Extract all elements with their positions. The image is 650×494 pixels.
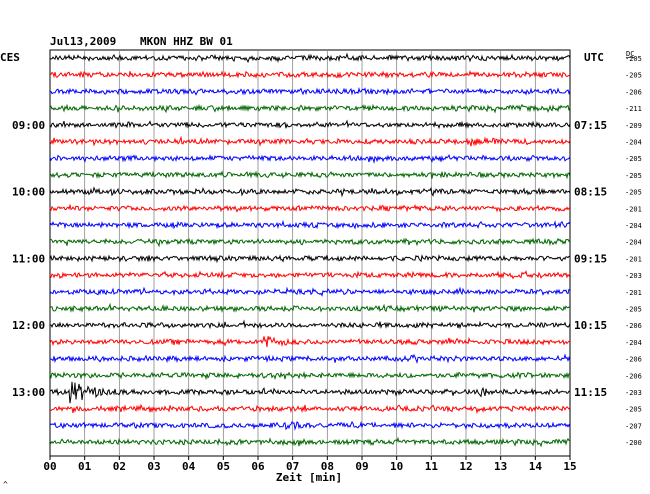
dc-offset-value: -205 xyxy=(625,406,642,414)
seismic-trace xyxy=(49,403,571,415)
seismic-trace xyxy=(49,436,571,448)
seismic-trace xyxy=(49,420,571,431)
dc-offset-value: -201 xyxy=(625,289,642,297)
dc-offset-header: DC xyxy=(626,50,634,58)
seismic-trace xyxy=(49,219,571,230)
seismic-trace xyxy=(49,335,571,348)
seismic-trace xyxy=(49,186,571,198)
dc-offset-value: -206 xyxy=(625,322,642,330)
seismic-trace xyxy=(49,86,571,96)
minute-grid xyxy=(84,50,536,456)
left-time-label: 09:00 xyxy=(12,119,45,132)
right-time-label: 10:15 xyxy=(574,319,607,332)
seismic-trace xyxy=(49,135,571,147)
left-time-labels: 09:00 10:00 11:00 12:00 13:00 xyxy=(12,119,45,399)
dc-offset-value: -209 xyxy=(625,122,642,130)
seismic-trace xyxy=(49,119,571,130)
seismic-trace xyxy=(49,319,571,330)
dc-offset-value: -204 xyxy=(625,139,642,147)
right-time-labels: 07:15 08:15 09:15 10:15 11:15 xyxy=(574,119,607,399)
x-tick-label: 02 xyxy=(113,460,126,473)
right-timezone-label: UTC xyxy=(584,51,604,64)
x-tick-label: 01 xyxy=(78,460,92,473)
seismic-trace xyxy=(49,70,571,79)
x-tick-label: 06 xyxy=(251,460,265,473)
x-tick-label: 04 xyxy=(182,460,196,473)
corner-mark: ^ xyxy=(3,480,8,489)
seismic-trace xyxy=(49,203,571,213)
left-time-label: 11:00 xyxy=(12,252,45,265)
left-time-label: 12:00 xyxy=(12,319,45,332)
dc-offset-value: -205 xyxy=(625,155,642,163)
x-tick-label: 08 xyxy=(321,460,334,473)
dc-offset-value: -203 xyxy=(625,389,642,397)
dc-offset-value: -205 xyxy=(625,306,642,314)
seismic-trace xyxy=(49,170,571,180)
dc-offset-value: -204 xyxy=(625,339,642,347)
seismic-trace xyxy=(49,302,571,313)
seismic-trace xyxy=(49,371,571,381)
x-tick-label: 10 xyxy=(390,460,403,473)
dc-offset-value: -205 xyxy=(625,172,642,180)
seismic-trace xyxy=(49,254,571,264)
right-time-label: 08:15 xyxy=(574,186,607,199)
dc-offset-value: -211 xyxy=(625,105,642,113)
dc-offset-value: -203 xyxy=(625,272,642,280)
seismic-trace xyxy=(49,52,571,64)
seismic-trace xyxy=(49,353,571,365)
x-tick-label: 00 xyxy=(43,460,56,473)
dc-offset-value: -206 xyxy=(625,372,642,380)
dc-offset-value: -205 xyxy=(625,55,642,63)
x-tick-label: 12 xyxy=(459,460,472,473)
x-axis-label: Zeit [min] xyxy=(276,471,342,484)
dc-offset-value: -205 xyxy=(625,72,642,80)
x-tick-label: 14 xyxy=(529,460,543,473)
x-tick-label: 05 xyxy=(217,460,230,473)
dc-offset-labels: -205 -205 -206 -211 -209 -204 -205 -205 -205 -201… xyxy=(625,55,642,447)
dc-offset-value: -206 xyxy=(625,356,642,364)
dc-offset-value: -204 xyxy=(625,222,642,230)
dc-offset-value: -206 xyxy=(625,88,642,96)
dc-offset-value: -200 xyxy=(625,439,642,447)
seismic-trace xyxy=(49,153,571,164)
x-tick-label: 11 xyxy=(425,460,439,473)
seismic-trace xyxy=(49,237,571,248)
x-tick-label: 13 xyxy=(494,460,507,473)
header-station: MKON HHZ BW 01 xyxy=(140,35,233,48)
dc-offset-value: -207 xyxy=(625,422,642,430)
x-tick-label: 09 xyxy=(355,460,368,473)
header-date: Jul13,2009 xyxy=(50,35,116,48)
seismic-trace xyxy=(49,270,571,280)
x-tick-label: 15 xyxy=(563,460,576,473)
x-tick-label: 07 xyxy=(286,460,299,473)
x-axis-ticks: 00 01 02 03 04 05 06 07 08 09 10 11 12 13 14 15 xyxy=(43,456,577,473)
right-time-label: 07:15 xyxy=(574,119,607,132)
plot-frame xyxy=(49,49,571,457)
seismic-trace xyxy=(49,286,571,297)
seismic-trace xyxy=(50,381,571,404)
seismic-trace xyxy=(49,103,571,114)
left-timezone-label: CES xyxy=(0,51,20,64)
dc-offset-value: -204 xyxy=(625,239,642,247)
dc-offset-value: -201 xyxy=(625,255,642,263)
dc-offset-value: -201 xyxy=(625,205,642,213)
left-time-label: 13:00 xyxy=(12,386,45,399)
x-tick-label: 03 xyxy=(147,460,160,473)
trace-group xyxy=(49,52,571,448)
dc-offset-value: -205 xyxy=(625,189,642,197)
right-time-label: 11:15 xyxy=(574,386,607,399)
right-time-label: 09:15 xyxy=(574,252,607,265)
left-time-label: 10:00 xyxy=(12,186,45,199)
